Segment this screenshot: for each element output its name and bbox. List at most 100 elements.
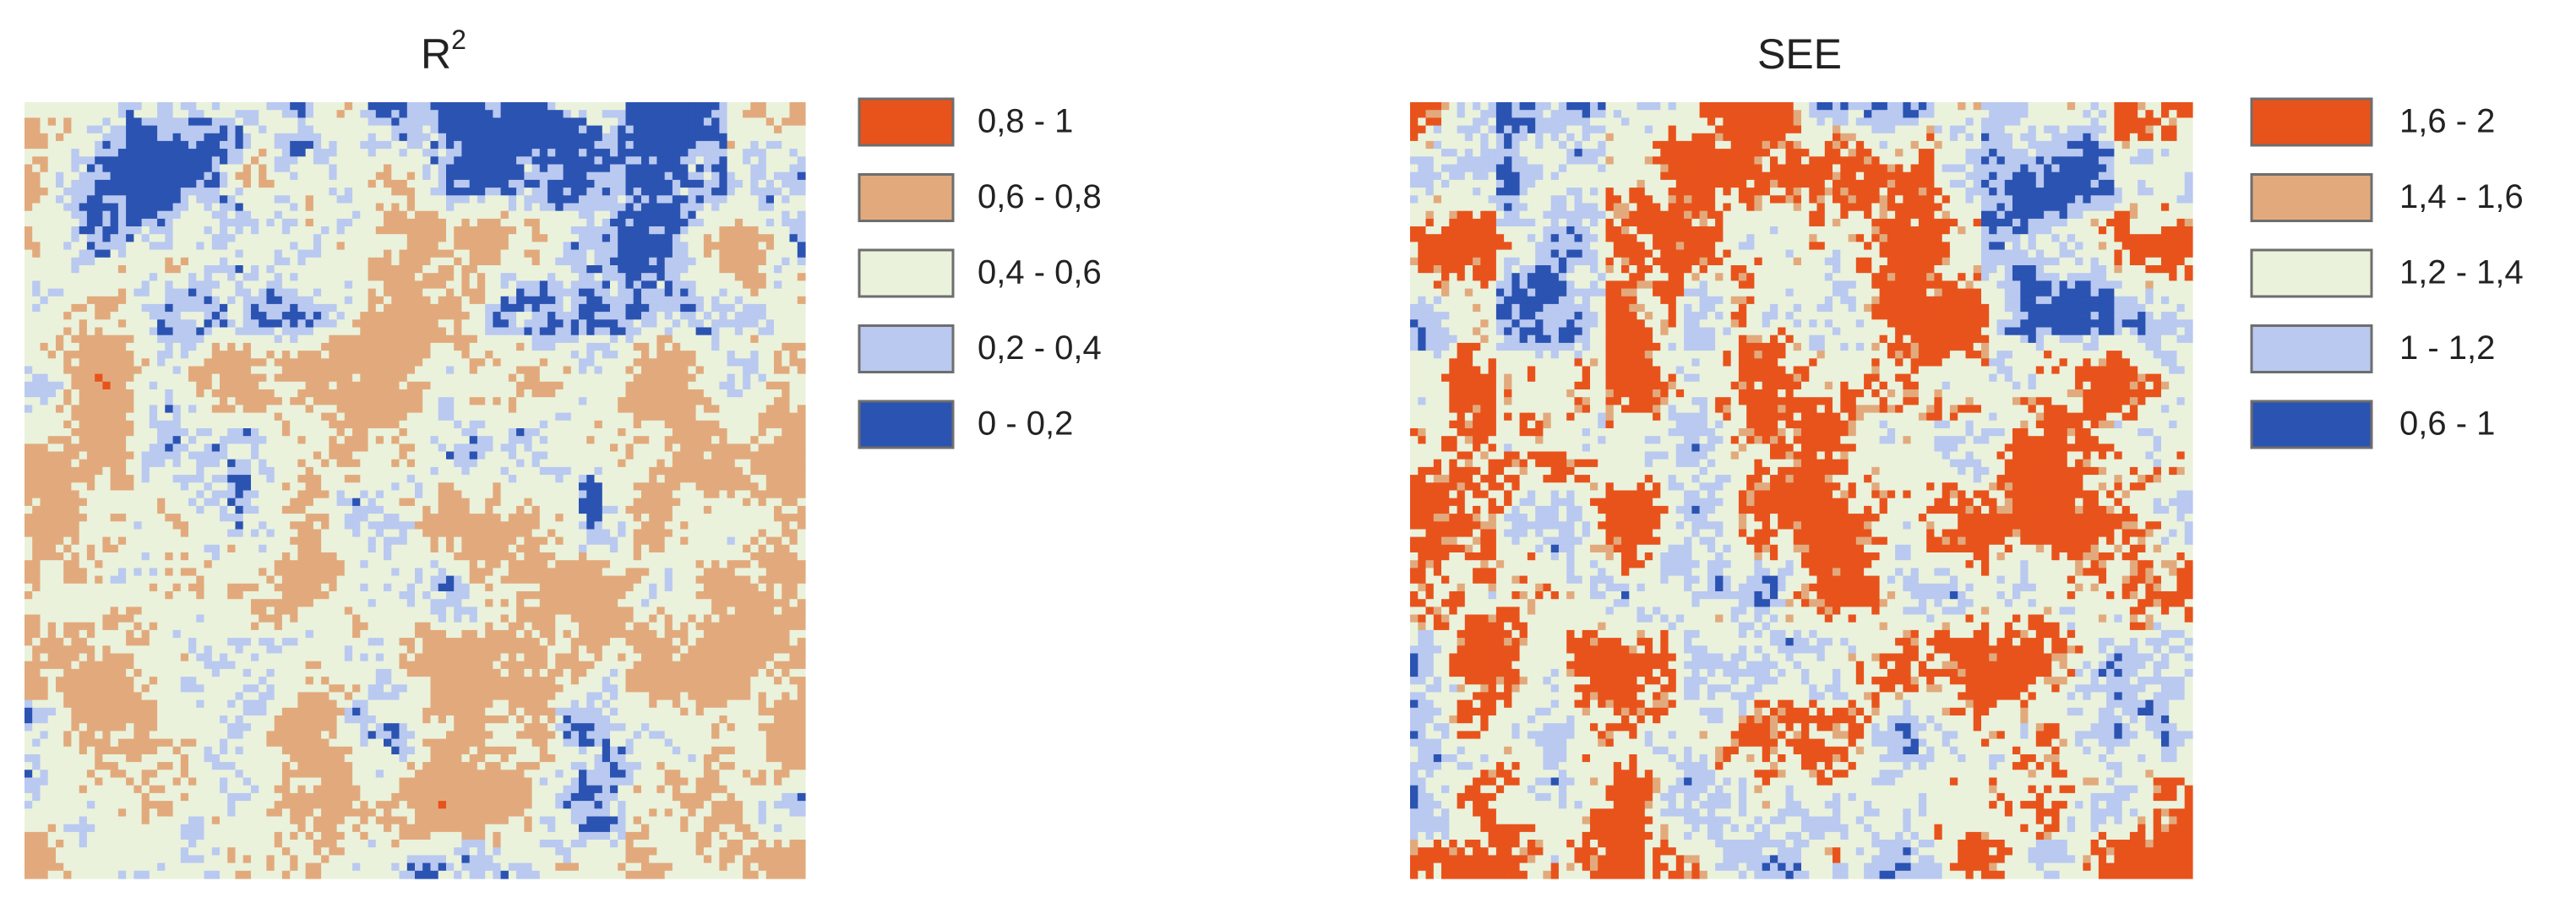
- map-cell: [493, 273, 502, 281]
- map-cell: [493, 319, 502, 329]
- map-cell: [56, 125, 64, 134]
- map-cell: [305, 133, 314, 142]
- map-cell: [63, 475, 72, 483]
- map-cell: [56, 459, 64, 468]
- map-cell: [493, 179, 502, 188]
- map-cell: [734, 451, 743, 460]
- map-cell: [180, 443, 189, 453]
- map-cell: [641, 149, 650, 157]
- map-cell: [165, 133, 174, 142]
- map-cell: [63, 156, 72, 166]
- map-cell: [555, 420, 564, 429]
- map-cell: [360, 149, 369, 157]
- map-cell: [664, 242, 673, 251]
- map-cell: [313, 280, 322, 290]
- map-cell: [25, 296, 33, 305]
- map-cell: [516, 443, 525, 453]
- map-cell: [539, 436, 548, 444]
- map-cell: [563, 428, 572, 437]
- map-cell: [641, 218, 650, 227]
- map-cell: [461, 171, 471, 181]
- map-cell: [251, 466, 259, 476]
- map-cell: [399, 125, 408, 134]
- map-cell: [430, 273, 439, 281]
- map-cell: [141, 296, 150, 305]
- map-cell: [40, 234, 49, 242]
- map-cell: [368, 436, 377, 444]
- map-cell: [188, 381, 197, 390]
- map-cell: [508, 171, 517, 181]
- map-cell: [563, 397, 572, 405]
- map-cell: [220, 242, 228, 251]
- map-cell: [235, 218, 244, 227]
- map-cell: [384, 451, 392, 460]
- map-cell: [117, 102, 127, 111]
- map-cell: [336, 303, 346, 313]
- map-cell: [618, 117, 626, 127]
- map-cell: [774, 366, 782, 375]
- map-cell: [259, 482, 267, 492]
- map-cell: [758, 420, 767, 429]
- map-cell: [641, 335, 650, 344]
- map-cell: [570, 335, 580, 344]
- map-cell: [734, 195, 743, 204]
- map-cell: [618, 218, 626, 227]
- map-cell: [782, 397, 791, 405]
- map-cell: [695, 443, 705, 453]
- map-cell: [422, 303, 431, 313]
- map-cell: [86, 436, 95, 444]
- map-cell: [141, 303, 150, 313]
- map-cell: [344, 342, 353, 351]
- map-cell: [734, 156, 743, 166]
- map-cell: [695, 288, 705, 297]
- map-cell: [172, 257, 182, 266]
- map-cell: [305, 257, 314, 266]
- map-cell: [368, 303, 377, 313]
- map-cell: [625, 195, 634, 204]
- map-cell: [446, 249, 455, 258]
- map-cell: [352, 257, 361, 266]
- map-cell: [281, 412, 291, 422]
- map-cell: [165, 312, 174, 320]
- map-cell: [633, 358, 642, 367]
- map-cell: [672, 125, 681, 134]
- map-cell: [649, 373, 657, 383]
- map-cell: [227, 436, 236, 444]
- map-cell: [227, 335, 236, 344]
- map-cell: [531, 102, 541, 111]
- map-cell: [680, 249, 689, 258]
- map-cell: [680, 102, 689, 111]
- map-cell: [133, 133, 143, 142]
- map-cell: [329, 466, 338, 476]
- map-cell: [352, 312, 361, 320]
- map-cell: [204, 171, 213, 181]
- map-cell: [774, 451, 782, 460]
- map-cell: [95, 482, 103, 492]
- map-cell: [47, 351, 57, 359]
- map-cell: [25, 482, 33, 492]
- map-cell: [641, 110, 650, 118]
- map-cell: [305, 218, 314, 227]
- map-cell: [297, 156, 307, 166]
- map-cell: [516, 210, 525, 220]
- map-cell: [297, 249, 307, 258]
- map-cell: [406, 218, 416, 227]
- map-cell: [758, 140, 767, 150]
- map-cell: [290, 351, 298, 359]
- map-cell: [188, 234, 197, 242]
- map-cell: [360, 265, 369, 274]
- map-cell: [102, 443, 112, 453]
- map-cell: [297, 164, 307, 173]
- map-cell: [71, 117, 80, 127]
- map-cell: [117, 475, 127, 483]
- map-cell: [454, 475, 462, 483]
- map-cell: [789, 366, 798, 375]
- map-cell: [251, 110, 259, 118]
- map-cell: [47, 335, 57, 344]
- map-cell: [368, 443, 377, 453]
- map-cell: [485, 110, 493, 118]
- map-cell: [579, 140, 587, 150]
- map-cell: [126, 358, 134, 367]
- map-cell: [797, 451, 806, 460]
- map-cell: [446, 303, 455, 313]
